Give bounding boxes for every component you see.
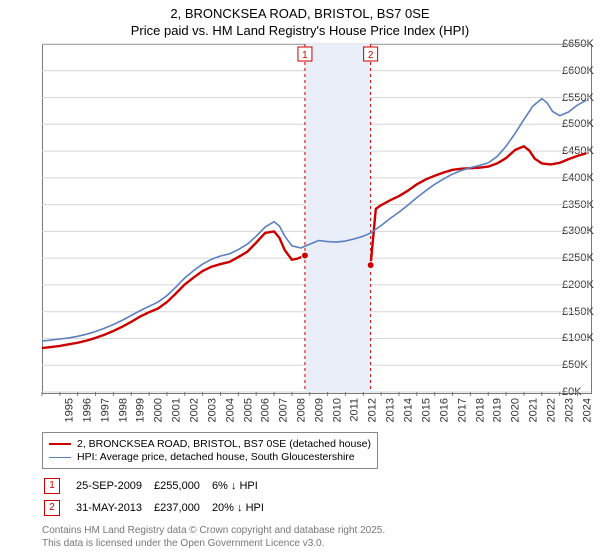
marker-id-box: 1 — [44, 478, 60, 494]
legend-row: HPI: Average price, detached house, Sout… — [49, 451, 371, 463]
legend: 2, BRONCKSEA ROAD, BRISTOL, BS7 0SE (det… — [42, 432, 378, 469]
footer-line-1: Contains HM Land Registry data © Crown c… — [42, 524, 385, 537]
marker-date: 25-SEP-2009 — [76, 476, 152, 496]
legend-swatch — [49, 443, 71, 445]
marker-delta: 20% ↓ HPI — [212, 498, 274, 518]
footer-text: Contains HM Land Registry data © Crown c… — [42, 524, 385, 550]
svg-text:2: 2 — [368, 50, 374, 61]
marker-table: 1 25-SEP-2009£255,0006% ↓ HPI 2 31-MAY-2013… — [42, 474, 276, 520]
legend-label: 2, BRONCKSEA ROAD, BRISTOL, BS7 0SE (det… — [77, 438, 371, 450]
footer-line-2: This data is licensed under the Open Gov… — [42, 537, 385, 550]
marker-date: 31-MAY-2013 — [76, 498, 152, 518]
marker-price: £255,000 — [154, 476, 210, 496]
marker-price: £237,000 — [154, 498, 210, 518]
marker-delta: 6% ↓ HPI — [212, 476, 274, 496]
legend-label: HPI: Average price, detached house, Sout… — [77, 451, 355, 463]
marker-id-box: 2 — [44, 500, 60, 516]
svg-text:1: 1 — [302, 50, 308, 61]
legend-row: 2, BRONCKSEA ROAD, BRISTOL, BS7 0SE (det… — [49, 438, 371, 450]
legend-swatch — [49, 457, 71, 458]
